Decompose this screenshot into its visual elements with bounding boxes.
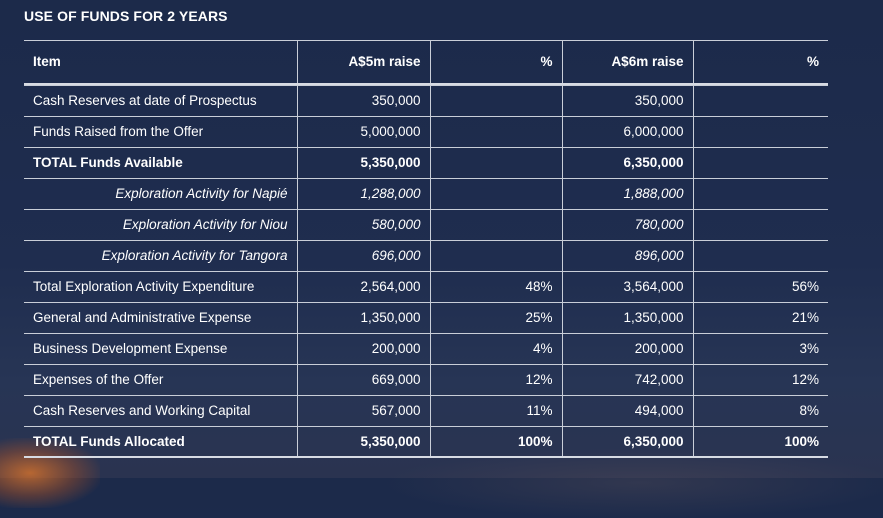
table-row: Exploration Activity for Tangora 696,000 8… [24, 240, 828, 272]
row-item-label: Expenses of the Offer [24, 364, 298, 396]
row-a5m-value: 669,000 [297, 364, 431, 396]
row-item-label: Exploration Activity for Tangora [24, 240, 298, 272]
row-a6m-percent: 8% [693, 395, 828, 427]
table-row: Funds Raised from the Offer 5,000,000 6,00… [24, 116, 828, 148]
row-a5m-percent [430, 85, 563, 117]
row-a6m-percent [693, 85, 828, 117]
row-a5m-value: 5,350,000 [297, 426, 431, 458]
row-a6m-percent [693, 209, 828, 241]
row-a5m-value: 1,288,000 [297, 178, 431, 210]
row-a5m-value: 5,350,000 [297, 147, 431, 179]
row-a6m-percent [693, 147, 828, 179]
table-row: TOTAL Funds Allocated 5,350,000 100% 6,350,… [24, 426, 828, 458]
row-a5m-percent [430, 147, 563, 179]
column-header-a5m: A$5m raise [297, 40, 431, 85]
table-row: Business Development Expense 200,000 4% 200… [24, 333, 828, 365]
row-a6m-value: 742,000 [562, 364, 694, 396]
gap-cell [297, 83, 431, 86]
table-row: Cash Reserves and Working Capital 567,000… [24, 395, 828, 427]
row-a5m-percent: 12% [430, 364, 563, 396]
table-row: TOTAL Funds Available 5,350,000 6,350,000 [24, 147, 828, 179]
row-a5m-value: 2,564,000 [297, 271, 431, 303]
row-a6m-value: 350,000 [562, 85, 694, 117]
row-a5m-value: 696,000 [297, 240, 431, 272]
row-item-label: TOTAL Funds Available [24, 147, 298, 179]
row-a5m-value: 580,000 [297, 209, 431, 241]
table-row: Exploration Activity for Niou 580,000 780,… [24, 209, 828, 241]
row-a5m-value: 1,350,000 [297, 302, 431, 334]
table-row: Exploration Activity for Napié 1,288,000 1… [24, 178, 828, 210]
row-item-label: Business Development Expense [24, 333, 298, 365]
row-item-label: TOTAL Funds Allocated [24, 426, 298, 458]
row-item-label: General and Administrative Expense [24, 302, 298, 334]
column-header-percent-a5m: % [430, 40, 563, 85]
row-a5m-percent: 4% [430, 333, 563, 365]
table-row: General and Administrative Expense 1,350,… [24, 302, 828, 334]
row-a5m-percent: 48% [430, 271, 563, 303]
row-a6m-value: 780,000 [562, 209, 694, 241]
row-a6m-percent: 12% [693, 364, 828, 396]
row-a5m-percent [430, 240, 563, 272]
row-a5m-percent [430, 116, 563, 148]
header-gap [24, 83, 828, 86]
row-a6m-value: 6,350,000 [562, 426, 694, 458]
row-a6m-percent [693, 178, 828, 210]
row-a6m-value: 1,350,000 [562, 302, 694, 334]
table-row: Total Exploration Activity Expenditure 2,… [24, 271, 828, 303]
row-a5m-percent: 100% [430, 426, 563, 458]
row-item-label: Cash Reserves at date of Prospectus [24, 85, 298, 117]
page-title: USE OF FUNDS FOR 2 YEARS [24, 8, 228, 24]
gap-cell [693, 83, 828, 86]
row-item-label: Total Exploration Activity Expenditure [24, 271, 298, 303]
gap-cell [430, 83, 563, 86]
row-a5m-percent: 11% [430, 395, 563, 427]
row-a5m-value: 567,000 [297, 395, 431, 427]
row-item-label: Exploration Activity for Napié [24, 178, 298, 210]
row-a6m-value: 6,000,000 [562, 116, 694, 148]
row-a5m-percent [430, 178, 563, 210]
row-item-label: Cash Reserves and Working Capital [24, 395, 298, 427]
column-header-a6m: A$6m raise [562, 40, 694, 85]
row-a6m-percent: 56% [693, 271, 828, 303]
row-a6m-value: 1,888,000 [562, 178, 694, 210]
row-a6m-percent [693, 116, 828, 148]
row-a6m-value: 3,564,000 [562, 271, 694, 303]
row-a6m-value: 896,000 [562, 240, 694, 272]
row-a6m-value: 494,000 [562, 395, 694, 427]
column-header-item: Item [24, 40, 298, 85]
row-a5m-value: 200,000 [297, 333, 431, 365]
row-a6m-percent: 100% [693, 426, 828, 458]
column-header-percent-a6m: % [693, 40, 828, 85]
row-a6m-value: 200,000 [562, 333, 694, 365]
row-a6m-percent: 21% [693, 302, 828, 334]
gap-cell [24, 83, 298, 86]
row-a5m-value: 350,000 [297, 85, 431, 117]
table-row: Expenses of the Offer 669,000 12% 742,000 12… [24, 364, 828, 396]
row-item-label: Exploration Activity for Niou [24, 209, 298, 241]
row-a5m-value: 5,000,000 [297, 116, 431, 148]
background-shadow [380, 448, 883, 518]
row-item-label: Funds Raised from the Offer [24, 116, 298, 148]
row-a6m-percent [693, 240, 828, 272]
row-a5m-percent: 25% [430, 302, 563, 334]
row-a6m-percent: 3% [693, 333, 828, 365]
use-of-funds-table: Item A$5m raise % A$6m raise % Cash Rese… [24, 40, 828, 458]
gap-cell [562, 83, 694, 86]
row-a6m-value: 6,350,000 [562, 147, 694, 179]
table-header-row: Item A$5m raise % A$6m raise % [24, 40, 828, 85]
table-row: Cash Reserves at date of Prospectus 350,0… [24, 85, 828, 117]
row-a5m-percent [430, 209, 563, 241]
